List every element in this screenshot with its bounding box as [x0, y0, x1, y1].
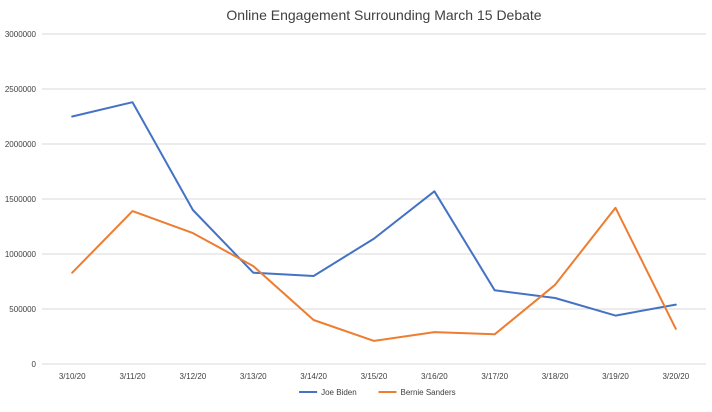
x-tick-label: 3/15/20 — [361, 372, 388, 381]
chart-title: Online Engagement Surrounding March 15 D… — [226, 7, 541, 23]
y-tick-label: 2000000 — [5, 140, 37, 149]
x-tick-label: 3/10/20 — [59, 372, 86, 381]
x-tick-label: 3/11/20 — [119, 372, 146, 381]
y-tick-label: 1500000 — [5, 195, 37, 204]
x-tick-label: 3/13/20 — [240, 372, 267, 381]
x-tick-label: 3/16/20 — [421, 372, 448, 381]
legend: Joe Biden Bernie Sanders — [299, 388, 456, 397]
x-tick-label: 3/17/20 — [481, 372, 508, 381]
y-tick-label: 2500000 — [5, 85, 37, 94]
legend-label-bernie-sanders: Bernie Sanders — [401, 388, 456, 397]
y-tick-label: 3000000 — [5, 30, 37, 39]
series-line-bernie-sanders — [71, 206, 677, 342]
series-lines — [71, 101, 677, 342]
legend-label-joe-biden: Joe Biden — [321, 388, 357, 397]
x-tick-label: 3/14/20 — [300, 372, 327, 381]
x-tick-label: 3/12/20 — [180, 372, 207, 381]
y-axis-tick-labels: 0 500000 1000000 1500000 2000000 2500000 30000… — [5, 30, 37, 369]
x-tick-label: 3/20/20 — [662, 372, 689, 381]
series-line-joe-biden — [71, 101, 677, 317]
x-axis-tick-labels: 3/10/20 3/11/20 3/12/20 3/13/20 3/14/20 3/15/… — [59, 372, 690, 381]
y-tick-label: 0 — [32, 360, 37, 369]
gridlines — [42, 33, 706, 365]
x-tick-label: 3/18/20 — [542, 372, 569, 381]
x-tick-label: 3/19/20 — [602, 372, 629, 381]
y-tick-label: 1000000 — [5, 250, 37, 259]
y-tick-label: 500000 — [9, 305, 36, 314]
